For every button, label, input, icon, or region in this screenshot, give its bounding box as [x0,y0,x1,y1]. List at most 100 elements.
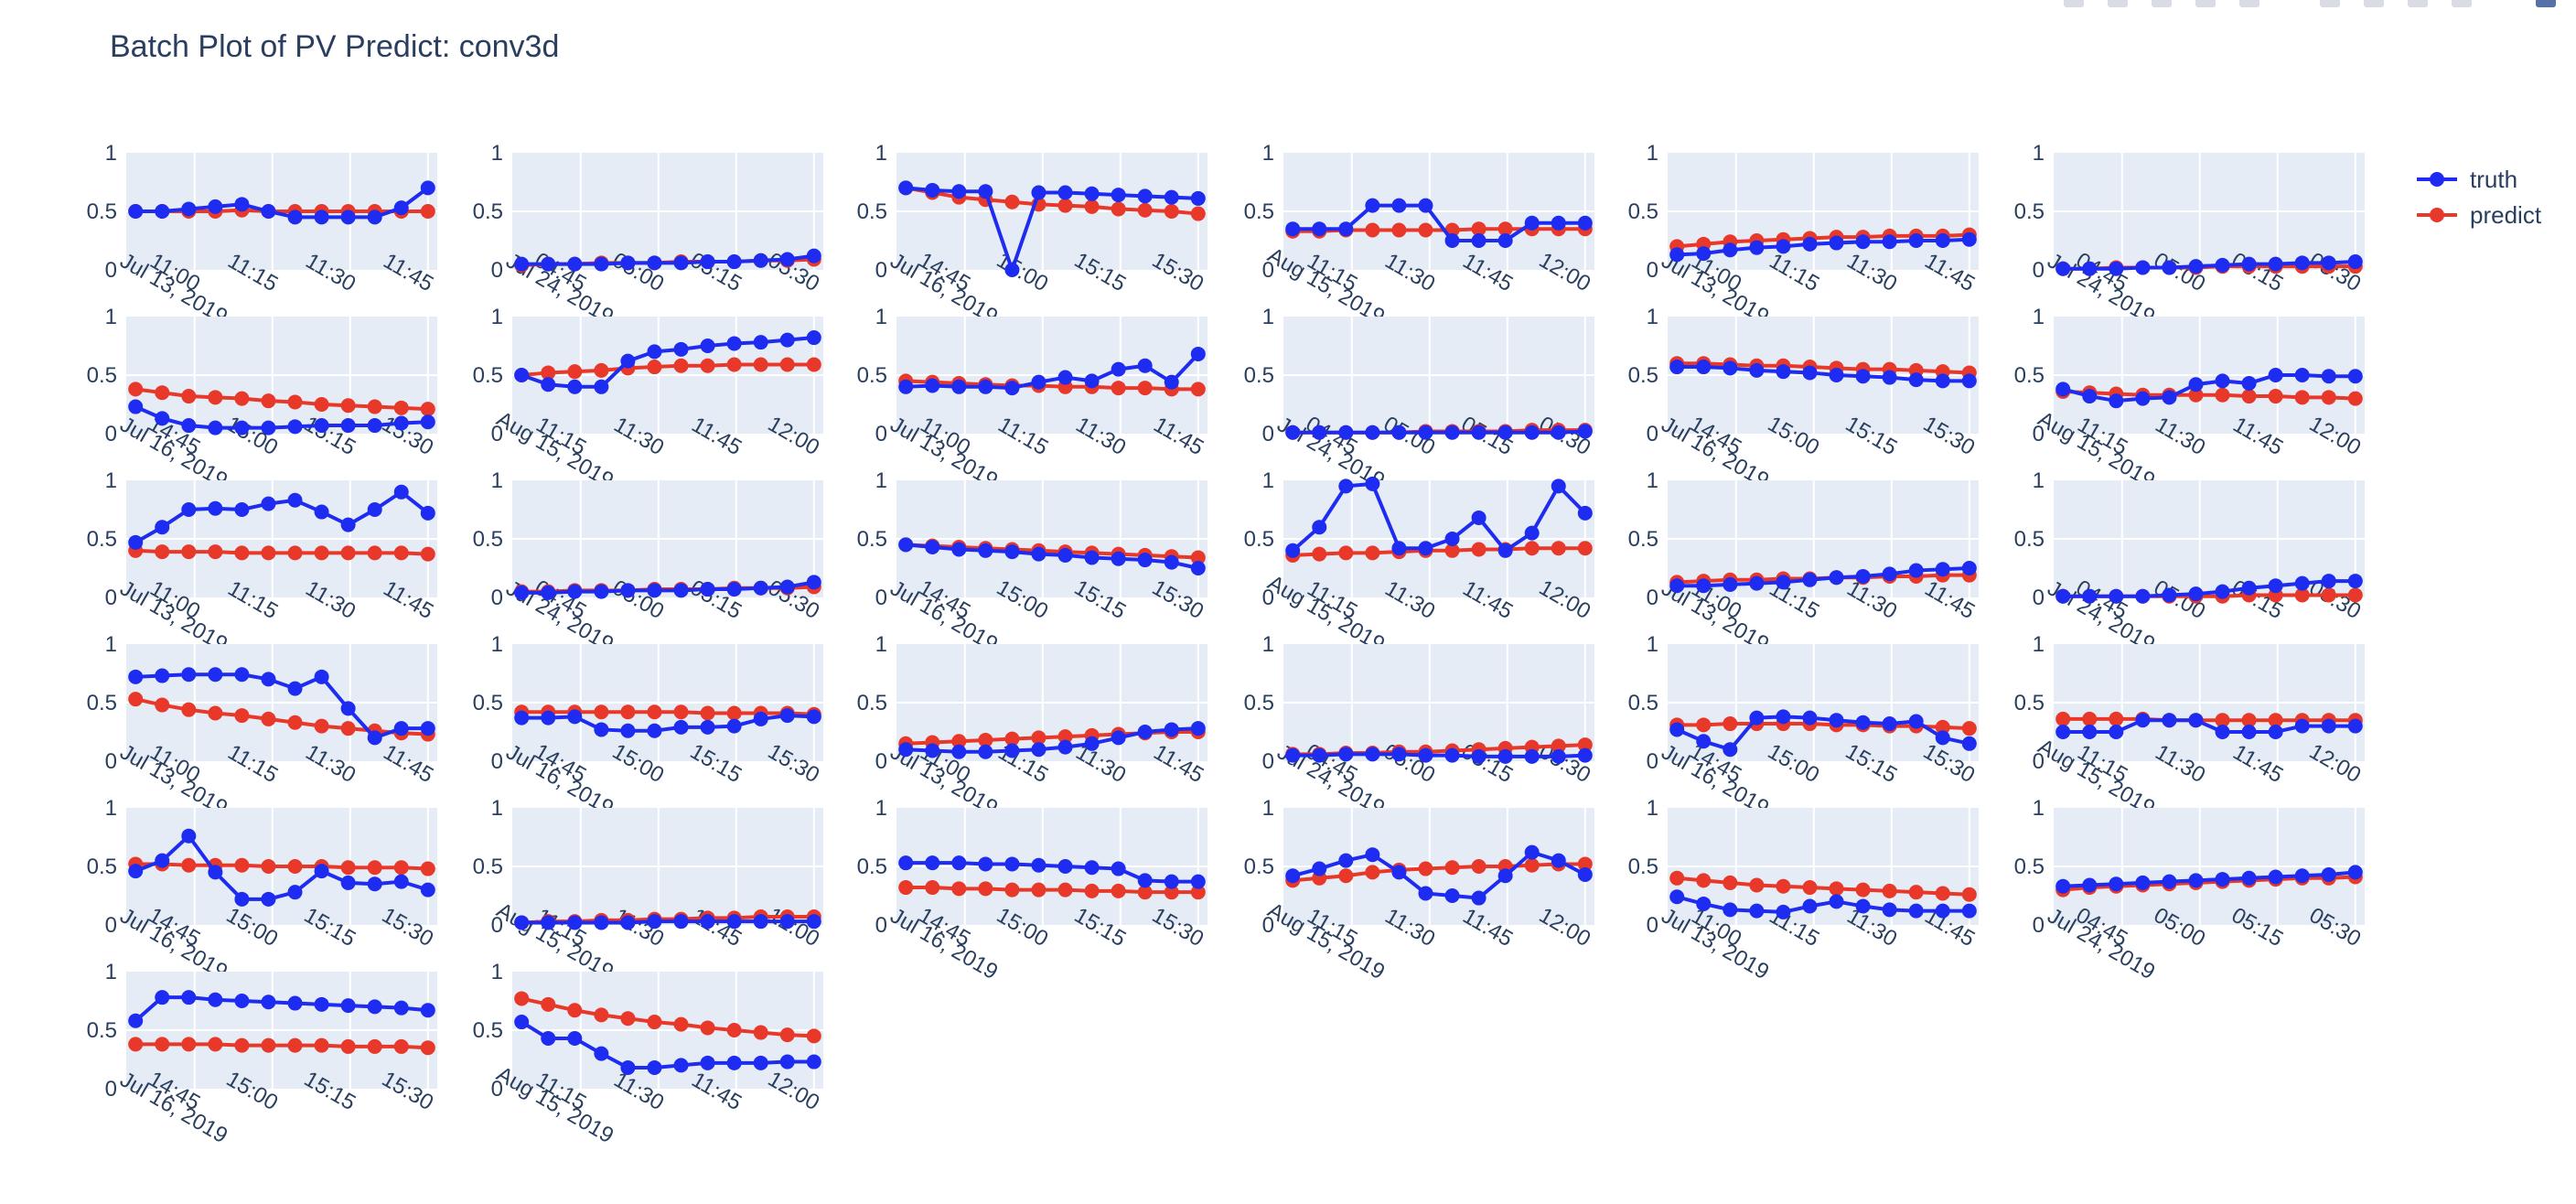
predict-point [1855,882,1871,898]
truth-point [1749,903,1765,919]
truth-point [155,853,170,868]
truth-point [1418,541,1433,556]
truth-point [2215,257,2230,273]
truth-point [128,399,144,414]
truth-point [287,419,303,435]
truth-point [314,669,329,684]
truth-point [1190,721,1206,736]
zoom-out-icon[interactable] [2364,0,2384,7]
predict-point [234,391,250,406]
camera-icon[interactable] [2064,0,2084,7]
predict-point [314,397,329,412]
truth-point [620,1059,636,1075]
truth-point [340,517,356,532]
truth-point [726,336,742,351]
predict-point [2321,587,2336,603]
truth-point [1111,551,1126,566]
truth-point [1418,198,1433,213]
truth-point [594,915,609,930]
truth-point [673,341,689,357]
autoscale-icon[interactable] [2408,0,2428,7]
truth-point [420,505,435,521]
zoom-icon[interactable] [2108,0,2128,7]
truth-point [1776,709,1791,725]
truth-point [2321,574,2336,589]
y-tick-label: 0 [875,258,887,283]
predict-line [2063,716,2356,723]
plotly-logo[interactable] [2536,0,2556,7]
legend-item-truth[interactable]: truth [2417,166,2517,193]
predict-point [181,702,197,717]
predict-point [340,398,356,414]
truth-point [261,420,276,435]
truth-point [181,990,197,1005]
truth-point [181,828,197,844]
truth-point [2135,713,2151,728]
truth-point [1497,748,1513,764]
truth-point [1497,425,1513,440]
truth-point [367,999,382,1015]
truth-point [393,200,409,216]
predict-point [1471,542,1487,557]
predict-point [1497,221,1513,237]
truth-point [1137,873,1153,888]
predict-point [806,1028,821,1044]
legend-item-predict[interactable]: predict [2417,201,2542,229]
predict-point [753,357,768,372]
y-tick-label: 0 [1647,258,1658,283]
truth-point [1084,736,1100,751]
truth-point [1004,544,1020,560]
predict-point [925,880,940,896]
truth-point [1882,566,1897,582]
truth-point [1164,189,1179,205]
truth-point [951,855,967,871]
predict-point [1961,887,1977,902]
truth-point [314,864,329,879]
truth-point [2135,391,2151,406]
truth-point [1749,710,1765,726]
truth-point [673,255,689,271]
truth-point [1524,748,1540,764]
y-tick-label: 0 [105,586,117,610]
truth-point [208,992,223,1007]
select-icon[interactable] [2195,0,2216,7]
truth-point [647,583,662,598]
truth-point [2055,588,2071,604]
pan-icon[interactable] [2152,0,2172,7]
truth-point [2135,260,2151,275]
truth-point [726,582,742,597]
predict-point [514,991,530,1006]
reset-icon[interactable] [2452,0,2472,7]
y-tick-label: 0 [2033,422,2045,446]
truth-point [978,543,993,558]
modebar [2064,0,2576,9]
truth-point [2109,588,2124,604]
zoom-in-icon[interactable] [2320,0,2340,7]
y-tick-label: 1 [875,796,887,821]
predict-point [208,544,223,560]
truth-point [1802,236,1818,252]
truth-point [1935,903,1950,919]
truth-point [155,990,170,1005]
y-tick-label: 0.5 [2014,363,2045,388]
truth-point [2082,261,2098,276]
predict-point [314,718,329,734]
predict-point [1723,716,1738,732]
truth-point [978,856,993,872]
y-tick-label: 1 [2033,796,2045,821]
truth-point [978,184,993,199]
truth-point [128,864,144,879]
predict-point [181,389,197,404]
lasso-icon[interactable] [2239,0,2259,7]
predict-point [2241,713,2257,728]
truth-point [2294,575,2310,591]
truth-point [594,1046,609,1061]
truth-point [978,379,993,394]
truth-point [1497,868,1513,884]
truth-point [1577,424,1593,439]
